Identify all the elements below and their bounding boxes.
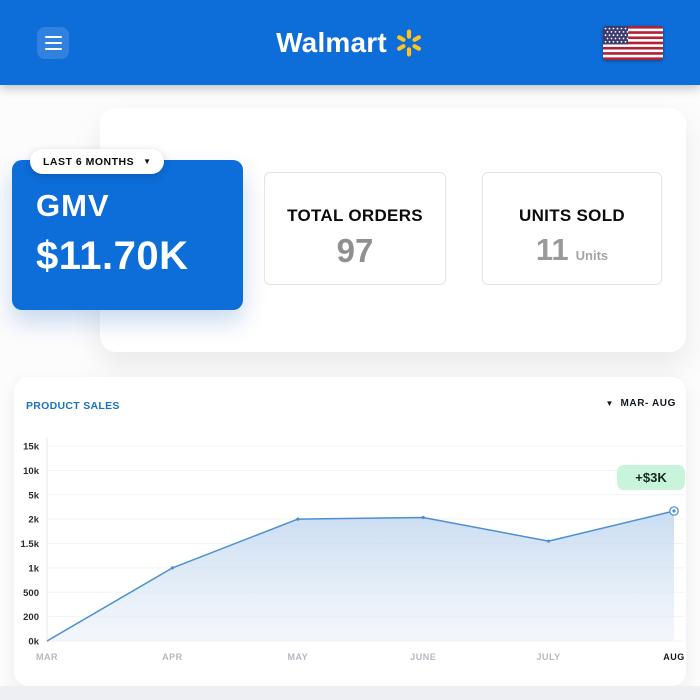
units-sold-card: UNITS SOLD 11 Units xyxy=(482,172,662,285)
walmart-logo: Walmart xyxy=(0,0,700,85)
gmv-label: GMV xyxy=(36,188,110,223)
y-axis-labels: 0k 200 500 1k 1.5k 2k 5k 10k 15k xyxy=(21,442,40,648)
endpoint-marker[interactable] xyxy=(669,506,679,516)
x-axis-labels: MAR APR MAY JUNE JULY AUG xyxy=(36,652,685,662)
period-selector-label: LAST 6 MONTHS xyxy=(43,155,135,168)
total-orders-card: TOTAL ORDERS 97 xyxy=(264,172,446,285)
data-point xyxy=(547,539,551,543)
svg-text:JUNE: JUNE xyxy=(410,652,436,662)
series-area xyxy=(47,511,674,641)
svg-text:2k: 2k xyxy=(28,515,39,526)
svg-text:1.5k: 1.5k xyxy=(21,539,40,550)
data-point xyxy=(296,517,300,521)
svg-text:APR: APR xyxy=(162,652,183,662)
units-sold-unit: Units xyxy=(575,248,609,263)
svg-text:5k: 5k xyxy=(28,490,39,501)
product-sales-card: PRODUCT SALES ▼ MAR- AUG 0k 200 500 1k 1.5k 2… xyxy=(14,377,686,686)
svg-text:1k: 1k xyxy=(28,563,39,574)
page-footer-strip xyxy=(0,686,700,700)
product-sales-chart: 0k 200 500 1k 1.5k 2k 5k 10k 15k MAR APR MAY JUNE JUL… xyxy=(21,437,685,662)
svg-text:AUG: AUG xyxy=(663,652,685,662)
gmv-value: $11.70K xyxy=(36,234,189,278)
svg-text:JULY: JULY xyxy=(537,652,561,662)
walmart-wordmark: Walmart xyxy=(276,26,387,58)
chevron-down-icon: ▼ xyxy=(605,399,614,408)
app-header: Walmart xyxy=(0,0,700,85)
gain-badge: +$3K xyxy=(617,465,685,490)
data-point xyxy=(170,566,174,570)
data-point xyxy=(421,515,425,520)
walmart-spark-icon xyxy=(396,29,421,56)
gmv-card: LAST 6 MONTHS ▼ GMV $11.70K xyxy=(12,149,243,310)
period-selector-dropdown[interactable]: LAST 6 MONTHS ▼ xyxy=(30,149,165,174)
units-sold-value: 11 xyxy=(535,232,569,267)
svg-text:MAY: MAY xyxy=(287,652,308,662)
date-range-dropdown[interactable]: ▼ MAR- AUG xyxy=(606,398,676,409)
total-orders-label: TOTAL ORDERS xyxy=(287,206,423,225)
svg-text:0k: 0k xyxy=(28,637,39,648)
chevron-down-icon: ▼ xyxy=(143,157,152,166)
svg-text:200: 200 xyxy=(23,612,39,623)
svg-text:MAR: MAR xyxy=(36,652,58,662)
svg-text:10k: 10k xyxy=(23,466,40,477)
us-flag-icon[interactable] xyxy=(603,26,663,60)
flag-stars xyxy=(604,27,629,43)
date-range-label: MAR- AUG xyxy=(620,398,676,409)
total-orders-value: 97 xyxy=(336,232,374,269)
svg-text:15k: 15k xyxy=(23,442,40,453)
hamburger-menu-icon[interactable] xyxy=(37,27,69,59)
series-line xyxy=(46,510,675,642)
units-sold-label: UNITS SOLD xyxy=(519,206,625,225)
chart-title: PRODUCT SALES xyxy=(26,400,120,412)
svg-text:500: 500 xyxy=(23,588,39,599)
